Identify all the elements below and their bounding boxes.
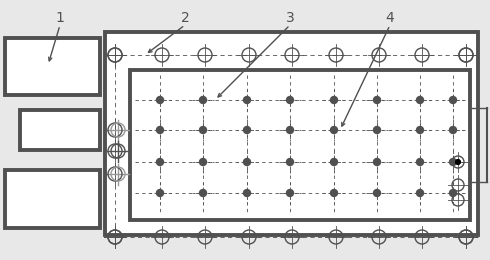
Circle shape: [373, 190, 381, 197]
Circle shape: [449, 190, 457, 197]
Circle shape: [156, 127, 164, 133]
Circle shape: [416, 96, 423, 103]
Text: 3: 3: [286, 11, 294, 25]
Circle shape: [287, 159, 294, 166]
Bar: [130, 70, 470, 220]
Circle shape: [244, 96, 250, 103]
Circle shape: [287, 96, 294, 103]
Circle shape: [449, 159, 457, 166]
Text: 1: 1: [55, 11, 65, 25]
Text: 2: 2: [181, 11, 189, 25]
Circle shape: [244, 127, 250, 133]
Circle shape: [330, 127, 338, 133]
Circle shape: [199, 190, 206, 197]
Circle shape: [330, 159, 338, 166]
Circle shape: [330, 190, 338, 197]
Bar: [5, 170, 100, 228]
Circle shape: [330, 96, 338, 103]
Circle shape: [373, 96, 381, 103]
Circle shape: [287, 190, 294, 197]
Circle shape: [156, 159, 164, 166]
Circle shape: [199, 127, 206, 133]
Circle shape: [156, 190, 164, 197]
Text: 4: 4: [386, 11, 394, 25]
Bar: [20, 110, 100, 150]
Circle shape: [287, 127, 294, 133]
Circle shape: [416, 159, 423, 166]
Circle shape: [416, 190, 423, 197]
Circle shape: [456, 160, 461, 164]
Bar: [105, 32, 478, 235]
Circle shape: [244, 190, 250, 197]
Bar: [5, 38, 100, 95]
Circle shape: [156, 96, 164, 103]
Circle shape: [199, 96, 206, 103]
Circle shape: [449, 96, 457, 103]
Circle shape: [373, 159, 381, 166]
Circle shape: [449, 127, 457, 133]
Circle shape: [199, 159, 206, 166]
Circle shape: [416, 127, 423, 133]
Circle shape: [373, 127, 381, 133]
Circle shape: [244, 159, 250, 166]
